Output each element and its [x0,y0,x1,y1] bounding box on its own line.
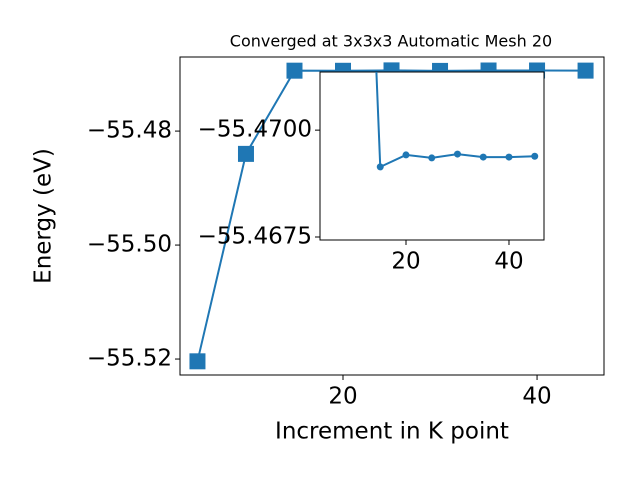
x-tick-label: 20 [391,249,420,275]
chart-title: Converged at 3x3x3 Automatic Mesh 20 [230,32,552,51]
y-axis-label: Energy (eV) [31,148,57,284]
marker [428,154,436,162]
marker [286,62,303,79]
y-tick-label: −55.4700 [198,117,312,143]
marker [505,153,513,161]
x-tick-label: 40 [494,249,523,275]
marker [479,153,487,161]
y-tick-label: −55.4675 [198,224,312,250]
marker [402,151,410,159]
plot-area [375,72,539,171]
y-tick-label: −55.52 [87,346,172,372]
x-tick-label: 20 [328,384,357,410]
marker [237,145,254,162]
y-tick-label: −55.48 [87,118,172,144]
marker [531,152,539,160]
y-tick-label: −55.50 [87,232,172,258]
marker [376,163,384,171]
marker [453,150,461,158]
plot-area [189,62,594,370]
marker [189,353,206,370]
marker [577,62,594,79]
x-axis-label: Increment in K point [275,419,509,445]
x-tick-label: 40 [522,384,551,410]
